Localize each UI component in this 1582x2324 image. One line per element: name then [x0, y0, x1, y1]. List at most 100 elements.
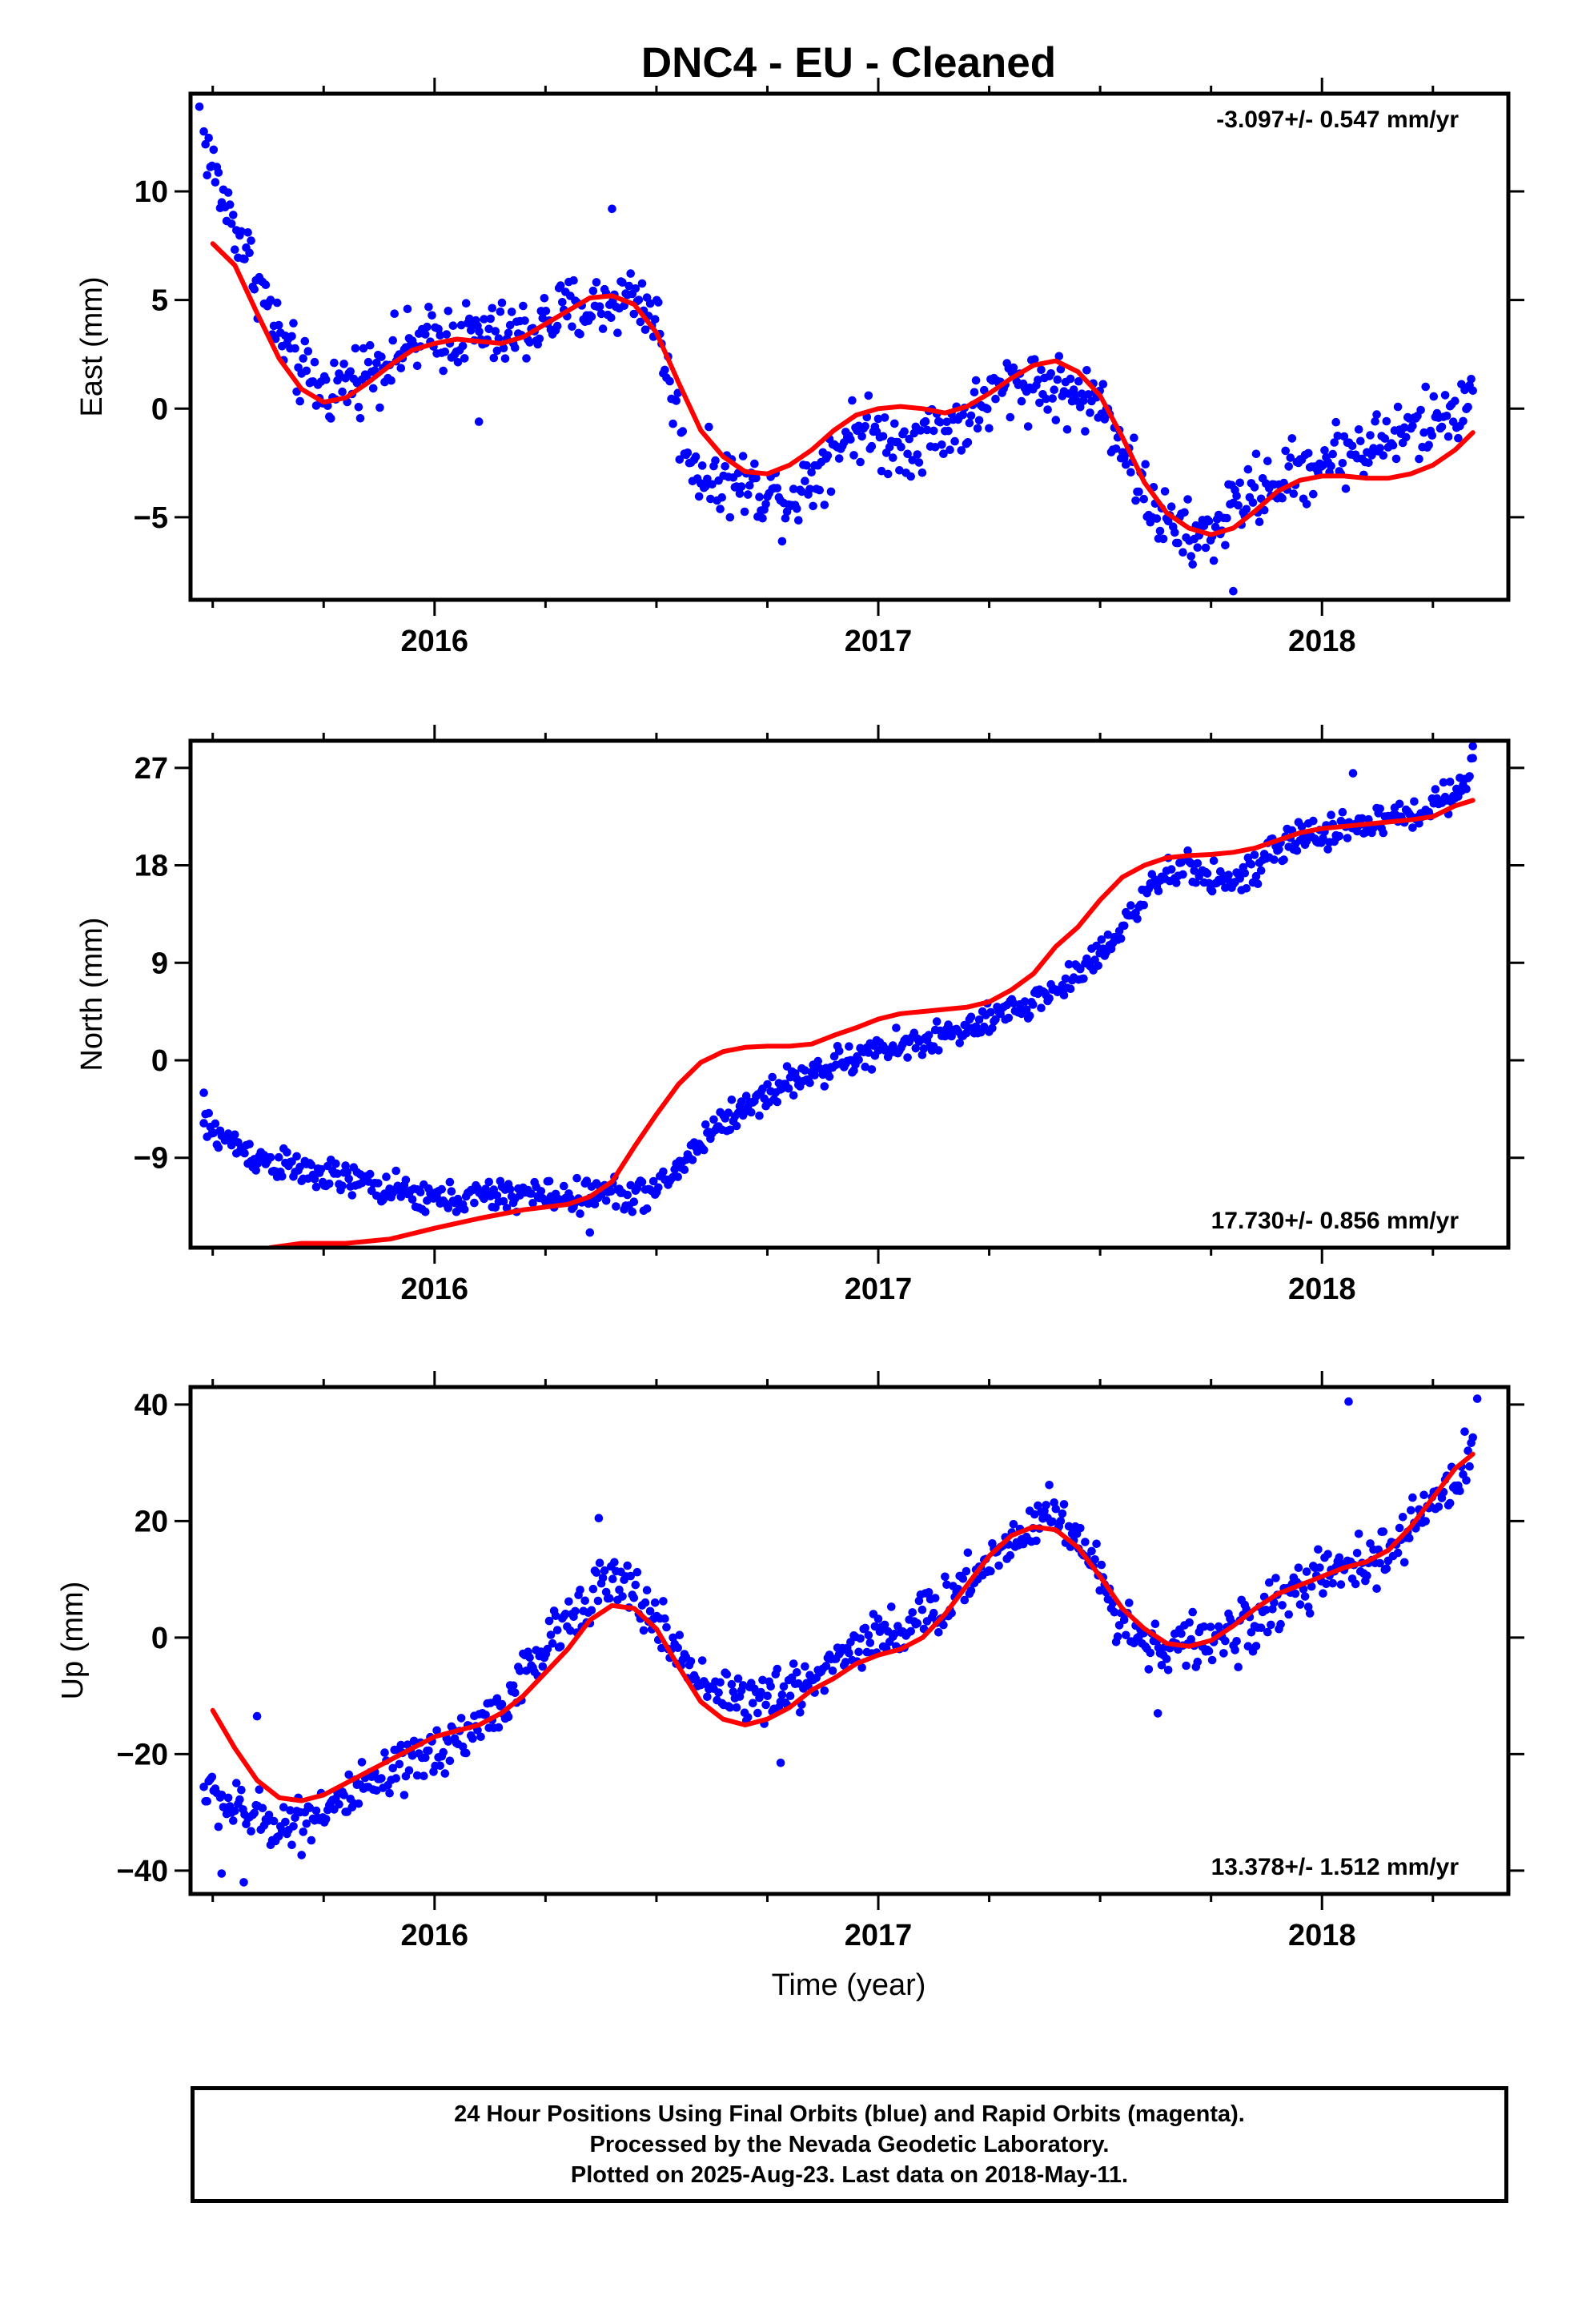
data-point: [1062, 425, 1072, 434]
data-point: [983, 404, 992, 413]
data-point: [1056, 1516, 1066, 1526]
data-point: [675, 1630, 685, 1639]
data-point: [877, 466, 886, 476]
data-point: [909, 428, 919, 438]
data-point: [841, 1658, 850, 1667]
data-point: [556, 281, 565, 290]
data-point: [286, 1806, 295, 1815]
data-point: [475, 327, 484, 336]
data-point: [893, 1622, 902, 1630]
y-axis-label: East (mm): [75, 276, 109, 416]
data-point: [1066, 374, 1075, 384]
data-point: [199, 1783, 208, 1791]
data-point: [737, 1097, 746, 1106]
data-point: [763, 1080, 772, 1089]
data-point: [590, 1200, 600, 1208]
data-point: [505, 320, 515, 330]
data-point: [445, 1177, 455, 1187]
data-point: [1352, 826, 1362, 836]
data-point: [595, 302, 604, 312]
data-point: [1327, 810, 1335, 819]
x-tick-label: 2017: [845, 625, 913, 658]
data-point: [1051, 416, 1061, 424]
data-point: [1335, 831, 1344, 841]
data-point: [502, 1204, 512, 1212]
data-point: [1309, 816, 1318, 826]
data-point: [499, 1196, 508, 1206]
data-point: [1185, 1618, 1194, 1627]
data-point: [1097, 1560, 1106, 1570]
data-point: [665, 376, 674, 386]
data-point: [1086, 408, 1094, 417]
data-point: [921, 416, 930, 426]
data-point: [985, 424, 994, 433]
data-point: [1076, 403, 1085, 412]
data-point: [845, 1042, 853, 1051]
data-point: [732, 1121, 741, 1131]
data-point: [287, 1840, 296, 1850]
data-point: [934, 1046, 943, 1055]
data-point: [917, 468, 927, 477]
data-point: [1443, 432, 1453, 441]
data-point: [1098, 380, 1108, 389]
data-point: [432, 1726, 441, 1735]
data-point: [708, 480, 717, 489]
data-point: [460, 1204, 469, 1214]
data-point: [1442, 412, 1452, 420]
data-point: [484, 324, 493, 334]
data-point: [571, 1606, 580, 1616]
data-point: [1302, 500, 1311, 509]
y-tick-label: 0: [151, 392, 168, 426]
data-point-outlier: [239, 1878, 248, 1887]
data-point: [1092, 1539, 1101, 1549]
data-point: [629, 309, 639, 319]
data-point: [1125, 1598, 1134, 1607]
data-point: [1255, 517, 1264, 526]
data-point: [439, 366, 448, 376]
data-point: [1242, 505, 1251, 514]
data-point: [1271, 1574, 1280, 1582]
data-point: [755, 1111, 764, 1120]
data-point: [209, 1128, 219, 1138]
data-point: [536, 1187, 546, 1196]
data-point: [203, 1797, 211, 1806]
data-point: [628, 1208, 637, 1216]
data-point: [1188, 560, 1197, 569]
data-point: [1235, 874, 1244, 883]
data-point: [480, 315, 488, 324]
data-point: [1382, 1564, 1391, 1573]
data-point: [963, 438, 973, 447]
data-point: [1250, 483, 1259, 492]
data-point: [229, 211, 238, 219]
data-point: [494, 1723, 504, 1732]
data-point: [823, 451, 833, 460]
data-point: [1263, 1627, 1272, 1637]
data-point: [1395, 799, 1404, 809]
data-point: [864, 1630, 873, 1640]
data-point: [1262, 1606, 1271, 1614]
data-point: [626, 269, 635, 278]
data-point: [339, 360, 348, 368]
data-point: [673, 1643, 682, 1652]
data-point: [440, 1769, 450, 1778]
data-point: [1419, 428, 1428, 437]
fit-curve: [267, 798, 1476, 1248]
data-point: [1437, 422, 1447, 432]
data-point: [1366, 431, 1375, 440]
data-point: [804, 1681, 813, 1691]
data-point: [958, 1574, 968, 1583]
data-point: [551, 1611, 560, 1620]
data-point: [1251, 871, 1261, 881]
data-point: [895, 466, 904, 475]
data-point: [1468, 1433, 1477, 1442]
data-point: [913, 450, 922, 459]
y-tick-label: −5: [134, 501, 168, 535]
data-point: [354, 1799, 363, 1808]
data-point: [1178, 870, 1187, 879]
data-point: [1399, 1558, 1409, 1567]
data-point: [1061, 974, 1070, 983]
data-point: [424, 303, 433, 312]
data-point: [325, 1179, 334, 1188]
data-point: [1281, 446, 1290, 456]
